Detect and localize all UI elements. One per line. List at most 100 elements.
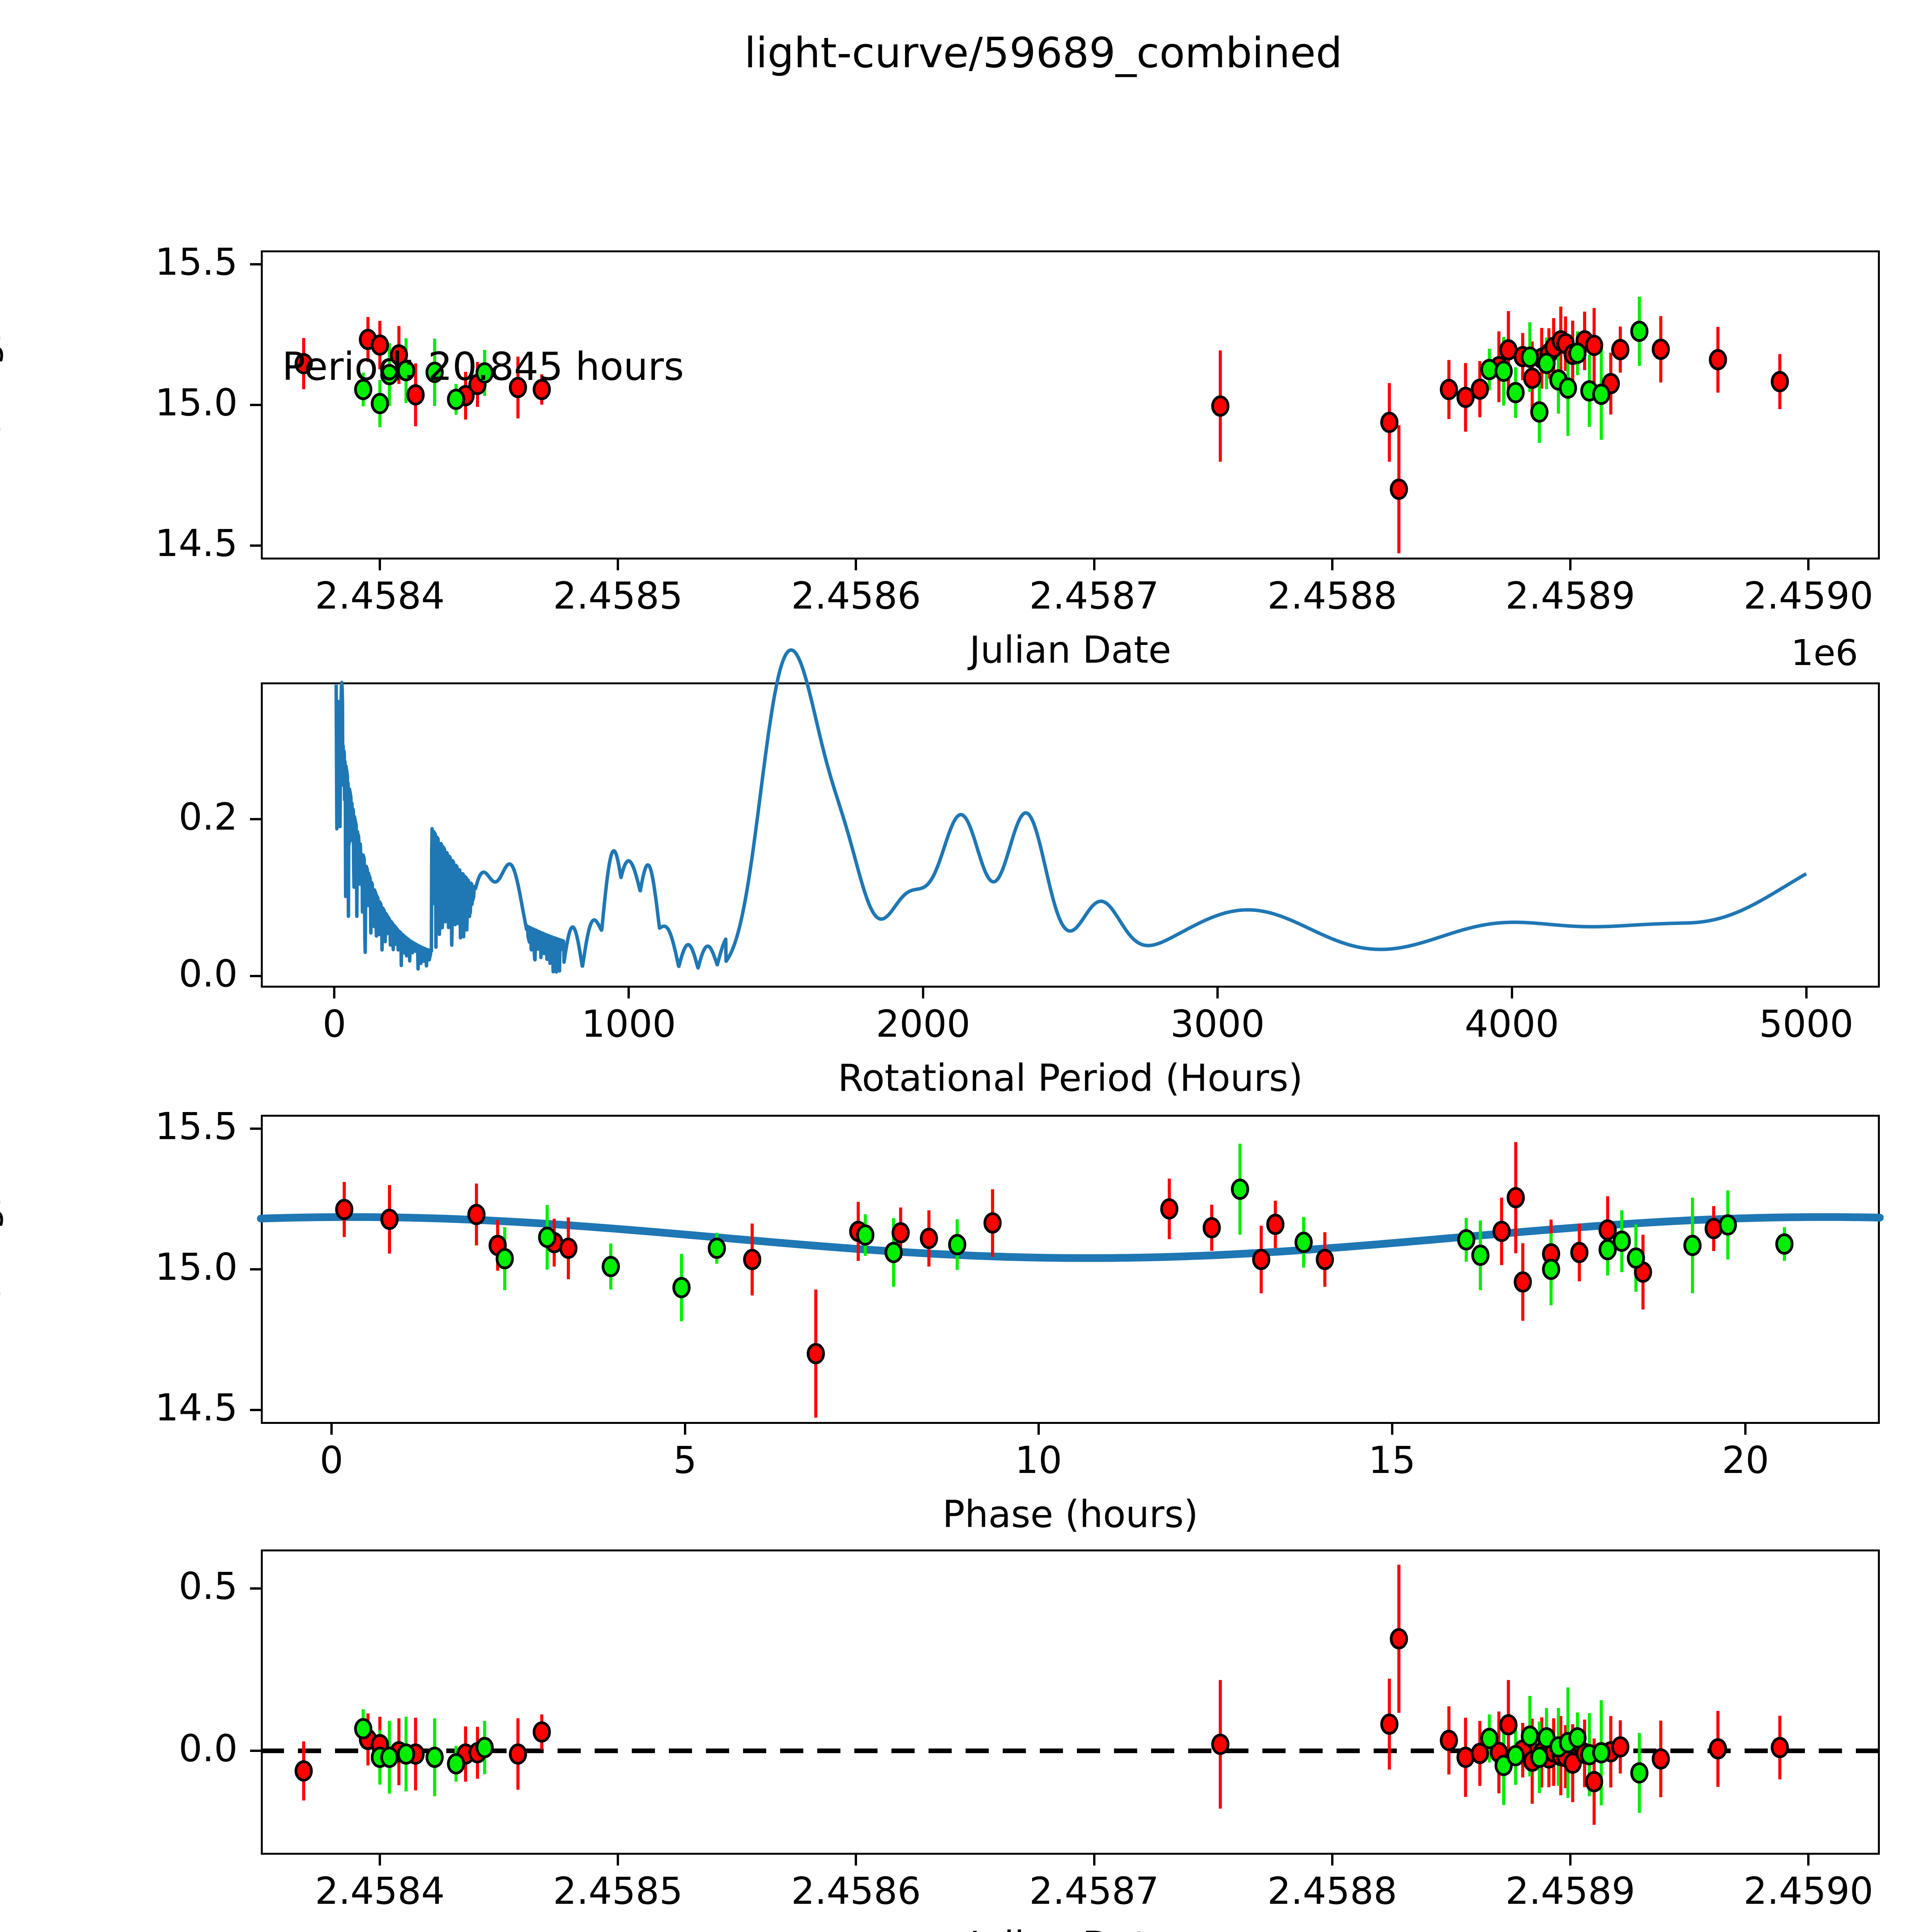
x-tick-label: 0 [322,1002,346,1046]
data-point [1542,1259,1560,1280]
data-point [1630,1762,1649,1784]
x-tick-label: 5000 [1759,1002,1854,1046]
data-point [1389,478,1408,500]
data-point [1471,1245,1490,1266]
data-point [1585,1771,1604,1793]
y-tick-mark [250,404,261,406]
data-point [1380,1713,1399,1735]
x-tick-label: 2.4588 [1267,1869,1397,1913]
x-tick-label: 2.4584 [315,1869,445,1913]
data-point [1520,346,1539,368]
data-point [1530,401,1549,423]
data-point [447,388,465,410]
data-point [1570,1242,1588,1263]
data-point [335,1199,354,1220]
data-point [602,1256,620,1277]
data-point [856,1224,874,1246]
data-point [1506,1745,1525,1767]
data-point [354,1718,372,1740]
x-tick-label: 2.4587 [1029,1869,1159,1913]
data-point [1480,1728,1498,1749]
x-axis-label-lightcurve: Julian Date [969,628,1172,672]
periodogram-line [334,648,1808,974]
data-point [1592,1742,1611,1764]
x-tick-mark [855,560,857,570]
x-tick-mark [617,1855,619,1866]
x-tick-label: 2.4584 [315,574,445,617]
data-point [1499,1714,1518,1736]
x-tick-mark [1569,1855,1571,1866]
y-tick-mark [250,263,261,266]
y-tick-label: 0.2 [179,795,238,839]
data-point [538,1226,556,1248]
data-point [1563,1752,1582,1774]
x-tick-label: 2.4586 [791,574,921,617]
data-point [672,1277,691,1298]
data-point [1506,382,1525,403]
data-point [1514,1271,1532,1293]
data-point [559,1237,578,1259]
y-tick-label: 14.5 [155,521,238,565]
data-point [1627,1247,1645,1269]
x-tick-mark [1331,560,1333,570]
x-tick-label: 2.4589 [1505,574,1635,617]
x-tick-mark [330,1424,333,1435]
x-tick-mark [684,1424,686,1435]
data-point [1630,320,1649,342]
data-point [1202,1217,1221,1238]
x-axis-offset-residuals: 1e6 [1791,1927,1858,1932]
data-point [1592,383,1611,405]
data-point [1537,352,1556,374]
x-tick-label: 1000 [582,1002,676,1046]
data-point [1456,386,1475,408]
x-tick-mark [1216,988,1219,998]
data-point [1611,339,1629,361]
data-point [475,1737,494,1759]
data-point [1520,1725,1539,1747]
x-tick-label: 3000 [1170,1002,1265,1046]
data-point [509,377,527,398]
data-point [806,1343,825,1364]
x-tick-mark [1805,988,1808,998]
x-tick-label: 2.4585 [553,1869,683,1913]
y-tick-mark [250,975,261,977]
x-tick-mark [922,988,925,998]
data-point [425,362,444,383]
data-point [294,353,313,374]
data-point [354,379,372,400]
x-tick-label: 10 [1015,1439,1062,1482]
x-tick-mark [379,560,381,570]
y-tick-mark [250,1268,261,1270]
data-point [948,1234,966,1255]
data-point [447,1753,465,1775]
data-point [1440,1730,1458,1751]
x-tick-mark [1807,560,1810,570]
y-tick-label: 15.0 [155,1245,238,1289]
data-point [1507,1187,1525,1209]
x-tick-label: 2000 [876,1002,971,1046]
data-point [743,1249,762,1270]
x-tick-label: 2.4587 [1029,574,1159,617]
x-tick-mark [617,560,619,570]
y-tick-label: 15.0 [155,381,238,424]
data-point [1775,1233,1794,1255]
data-point [983,1212,1002,1234]
data-point [1294,1231,1313,1253]
data-point [707,1237,726,1259]
data-point [1770,1737,1789,1759]
x-axis-offset-lightcurve: 1e6 [1791,632,1858,673]
y-tick-mark [250,1587,261,1590]
data-point [1559,377,1577,399]
axes-frame-periodogram [261,682,1880,988]
x-axis-label-phasefold: Phase (hours) [942,1493,1198,1536]
y-tick-label: 15.5 [155,240,238,284]
data-point [467,1204,486,1225]
y-tick-label: 0.0 [179,1727,238,1770]
data-point [425,1747,444,1768]
data-point [1492,1221,1511,1242]
data-point [1568,1727,1587,1748]
data-point [475,362,494,384]
